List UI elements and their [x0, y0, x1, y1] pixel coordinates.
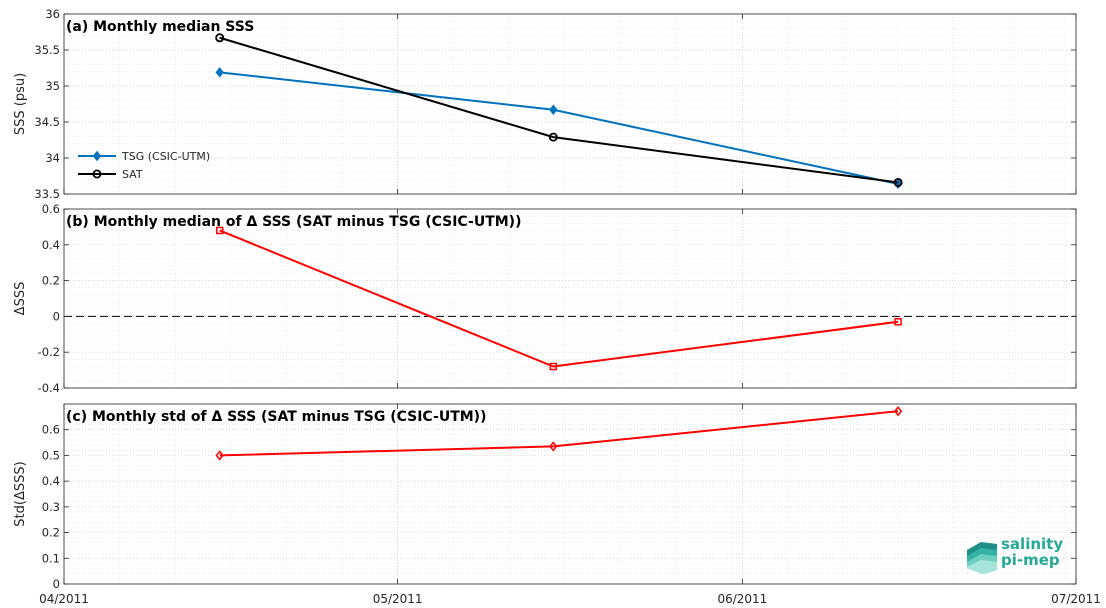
y-tick-label: 35 — [45, 79, 60, 93]
axes-box — [63, 13, 1077, 195]
series-line — [219, 71, 899, 185]
y-tick-label: 35.5 — [34, 43, 60, 57]
panel-title: (b) Monthly median of Δ SSS (SAT minus T… — [66, 214, 521, 230]
y-tick-label: -0.2 — [38, 345, 60, 359]
data-point-marker — [893, 177, 903, 187]
data-point-marker — [549, 104, 558, 115]
series-line — [219, 229, 899, 368]
y-tick-label: 0.3 — [42, 500, 60, 514]
panel-title: (c) Monthly std of Δ SSS (SAT minus TSG … — [66, 409, 486, 425]
y-tick-label: 34.5 — [34, 115, 60, 129]
series-line — [219, 36, 899, 184]
y-tick-label: 0.4 — [42, 474, 60, 488]
data-point-marker — [92, 150, 102, 162]
data-point-marker — [215, 226, 224, 235]
waves-icon — [967, 542, 997, 574]
legend-entry-label: SAT — [122, 168, 143, 181]
y-tick-label: 33.5 — [34, 187, 60, 201]
data-point-marker — [549, 441, 558, 452]
logo-line-1: salinity — [1001, 535, 1064, 553]
data-point-marker — [894, 318, 902, 326]
y-tick-label: 0.1 — [42, 551, 60, 565]
y-tick-label: 0.4 — [42, 238, 60, 252]
legend-entry-label: TSG (CSIC-UTM) — [121, 150, 210, 163]
series-line — [219, 410, 899, 457]
logo-line-2: pi-mep — [1001, 551, 1060, 569]
data-point-marker — [215, 33, 225, 43]
y-tick-label: 0.6 — [42, 202, 60, 216]
x-tick-label: 04/2011 — [39, 592, 89, 606]
x-tick-label: 05/2011 — [373, 592, 423, 606]
data-point-marker — [215, 67, 224, 78]
data-point-marker — [548, 132, 558, 142]
y-tick-label: 0.2 — [42, 526, 60, 540]
axes-box — [63, 403, 1077, 585]
panel-a: 33.5 34 34.5 35 35.5 36 SSS (psu) (a) Monthly m… — [13, 7, 1077, 201]
data-point-marker — [893, 405, 903, 417]
y-tick-label: 0 — [53, 577, 60, 591]
axes-box — [63, 208, 1077, 389]
data-point-marker — [215, 450, 224, 461]
y-axis-label: SSS (psu) — [13, 73, 28, 135]
y-tick-label: 36 — [45, 7, 60, 21]
panel-title: (a) Monthly median SSS — [66, 19, 254, 35]
x-tick-label: 07/2011 — [1051, 592, 1101, 606]
y-tick-label: 0.5 — [42, 448, 60, 462]
y-axis-label: Std(ΔSSS) — [13, 461, 28, 526]
panel-c: 0 0.1 0.2 0.3 0.4 0.5 0.6 Std(ΔSSS) (c) Monthly … — [13, 403, 1101, 606]
y-tick-label: 0 — [53, 309, 60, 323]
legend: TSG (CSIC-UTM) SAT — [78, 150, 210, 181]
y-tick-label: 0.2 — [42, 274, 60, 288]
data-point-marker — [92, 169, 102, 179]
y-tick-label: 34 — [45, 151, 60, 165]
panel-b: -0.4 -0.2 0 0.2 0.4 0.6 ΔSSS (b) Monthly median… — [13, 202, 1077, 395]
data-point-marker — [549, 362, 558, 371]
x-tick-label: 06/2011 — [717, 592, 767, 606]
salinity-pi-mep-logo: salinity pi-mep — [965, 536, 1075, 580]
y-tick-label: -0.4 — [38, 381, 60, 395]
y-axis-label: ΔSSS — [13, 282, 28, 316]
y-tick-label: 0.6 — [42, 423, 60, 437]
